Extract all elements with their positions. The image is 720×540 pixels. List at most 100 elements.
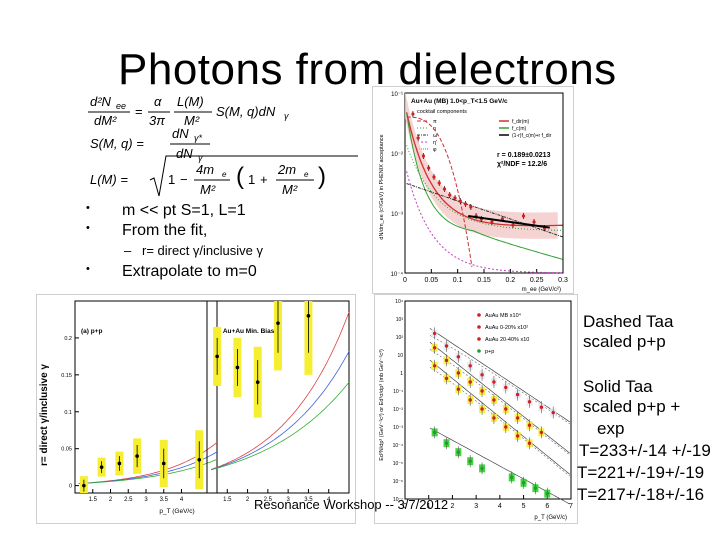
data-point <box>515 416 520 420</box>
y-tick-label: 10⁻¹ <box>393 389 403 395</box>
data-point <box>480 373 484 377</box>
x-tick-label: 3.5 <box>304 497 313 503</box>
footer: Resonance Workshop -- 3/7/2012 <box>254 497 449 512</box>
chart-title: Au+Au (MB) 1.0<p_T<1.5 GeV/c <box>411 98 508 105</box>
spectra-chart: 0 1 2 3 4 5 6 7 10⁴ 10³ 10² 10 1 10⁻¹ 10⁻² 10⁻³ 10⁻⁴ 10⁻⁵… <box>379 299 573 521</box>
legend-entry: φ <box>433 147 437 153</box>
data-point <box>539 430 544 435</box>
data-point <box>468 459 472 463</box>
panel-a-data-point <box>197 457 202 462</box>
panel-a-data-point <box>161 461 166 466</box>
x-tick-label: 2 <box>109 497 113 503</box>
eq1-equals: = <box>135 104 143 119</box>
eq1-m2: M² <box>184 113 200 128</box>
legend-entry: η <box>433 126 436 132</box>
data-point <box>458 199 462 203</box>
data-point <box>511 223 515 227</box>
data-point <box>456 371 461 375</box>
y-tick-label: 10⁻⁷ <box>393 497 403 503</box>
data-point <box>521 481 526 485</box>
data-point <box>456 387 461 391</box>
panel-b-data-point <box>255 380 260 385</box>
fit-legend-entry: (1-r)f_c(m)+r f_dir <box>512 133 552 139</box>
sqrt-sign <box>149 155 358 197</box>
curve-fc <box>406 112 563 260</box>
figure-spectra: 0 1 2 3 4 5 6 7 10⁴ 10³ 10² 10 1 10⁻¹ 10⁻² 10⁻³ 10⁻⁴ 10⁻⁵… <box>374 294 578 524</box>
data-point <box>468 398 472 402</box>
data-point <box>416 136 420 140</box>
data-point <box>432 430 437 435</box>
eq2-den: dN <box>176 146 193 161</box>
data-point <box>456 450 461 454</box>
data-point <box>456 355 461 359</box>
panel-a-data-point <box>117 461 122 466</box>
equation-2: S(M, q) = dN γ* dN γ <box>90 126 210 163</box>
panel-b-data-point <box>306 313 311 318</box>
eq1-lhs-den: dM² <box>94 113 117 128</box>
data-point <box>551 410 555 415</box>
y-tick-label: 10⁻⁴ <box>393 443 403 449</box>
plot-frame <box>404 300 572 500</box>
x-tick-label: 0.05 <box>425 277 439 284</box>
y-axis-label: r= direct γ/inclusive γ <box>39 364 50 466</box>
panel-b-theory-curve <box>211 381 350 471</box>
data-point <box>469 205 473 209</box>
data-point <box>432 175 436 179</box>
solid-fit-curve <box>429 341 571 454</box>
equation-1: d²N ee dM² = α 3π L(M) M² S(M, q)dN γ <box>88 94 289 128</box>
data-point <box>527 400 532 404</box>
panel-b-theory-curve <box>210 311 350 470</box>
data-point <box>504 385 508 390</box>
legend-entry: η' <box>433 140 437 146</box>
eq1-lhs-num: d²N <box>90 94 112 109</box>
eq1-alpha: α <box>154 94 162 109</box>
fit-result: χ²/NDF = 12.2/6 <box>497 161 547 168</box>
x-tick-label: 0 <box>403 503 407 510</box>
x-tick-label: 6 <box>545 503 549 510</box>
y-tick-label: 10⁻² <box>393 407 403 413</box>
legend-entry: AuAu 20-40% x10 <box>485 337 529 343</box>
y-tick-label: 0.2 <box>64 336 72 342</box>
y-tick-label: 1 <box>400 371 403 377</box>
data-point <box>539 405 544 409</box>
data-point <box>480 407 484 411</box>
panel-a-data-point <box>135 454 139 458</box>
y-tick-label: 10⁻² <box>391 152 403 158</box>
x-axis-label: p_T (GeV/c) <box>534 515 567 521</box>
x-tick-label: 2.5 <box>264 497 273 503</box>
x-tick-label: 0.15 <box>477 277 491 284</box>
data-point <box>421 154 426 158</box>
legend-marker <box>477 349 481 353</box>
legend-entry: ω <box>433 133 438 139</box>
data-point <box>521 214 526 218</box>
y-tick-label: 10⁻⁵ <box>393 461 403 467</box>
x-tick-label: 0.2 <box>505 277 515 284</box>
y-tick-label: 10⁻³ <box>391 212 403 218</box>
x-tick-label: 3.5 <box>160 497 169 503</box>
note-solid-6: T=217+/-18+/-16 <box>577 485 705 504</box>
y-tick-label: 0.1 <box>64 410 72 416</box>
y-tick-label: 10³ <box>396 317 404 323</box>
data-point <box>432 364 437 368</box>
svg-text:): ) <box>318 163 326 190</box>
figure-mass-spectrum: 0 0.05 0.1 0.15 0.2 0.25 0.3 10⁻¹ 10⁻² 10⁻³ 10⁻⁴ m_… <box>372 86 574 294</box>
x-axis-label: p_T (GeV/c) <box>159 508 194 515</box>
eq3-lhs: L(M) = <box>90 172 128 187</box>
curve-omega <box>406 183 563 238</box>
eq1-rhs-sub: γ <box>284 111 289 121</box>
panel-a-data-point <box>82 483 86 488</box>
y-tick-label: 0 <box>69 484 72 490</box>
data-point <box>480 466 484 471</box>
data-point <box>468 364 472 368</box>
eq3-num1: 4m <box>196 162 214 177</box>
y-tick-label: 0.15 <box>61 373 72 379</box>
data-point <box>504 407 508 411</box>
eq3-one: 1 <box>168 172 175 187</box>
y-axis-label: dN/dm_ee (c²/GeV) in PHENIX acceptance <box>379 134 385 239</box>
panel-a-theory-curve <box>78 459 218 484</box>
data-point <box>545 491 549 496</box>
data-point <box>492 416 496 420</box>
x-tick-label: 0.1 <box>453 277 463 284</box>
eq1-rhs: S(M, q)dN <box>216 104 276 119</box>
eq1-lhs-num-sub: ee <box>116 101 126 111</box>
